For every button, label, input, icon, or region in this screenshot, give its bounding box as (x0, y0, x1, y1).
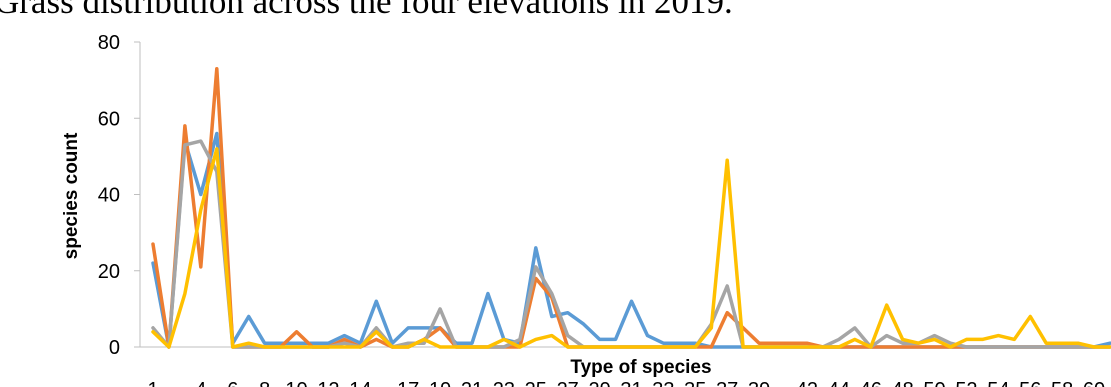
x-tick-label: 14 (349, 379, 371, 387)
y-tick-label: 60 (98, 108, 120, 130)
x-tick-label: 8 (259, 379, 270, 387)
x-axis: 1468101214171921232527293133353739424446… (140, 346, 1111, 387)
x-tick-label: 39 (748, 379, 770, 387)
x-tick-label: 19 (429, 379, 451, 387)
y-tick-label: 80 (98, 32, 120, 54)
y-axis-title: species count (61, 132, 82, 259)
x-tick-label: 42 (796, 379, 818, 387)
x-tick-label: 1 (147, 379, 158, 387)
x-tick-label: 17 (397, 379, 419, 387)
x-tick-label: 6 (227, 379, 238, 387)
x-tick-label: 12 (317, 379, 339, 387)
x-tick-label: 29 (588, 379, 610, 387)
y-tick-label: 20 (98, 261, 120, 283)
x-tick-label: 56 (1019, 379, 1041, 387)
series-line-1 (151, 131, 1111, 349)
x-tick-label: 33 (652, 379, 674, 387)
x-tick-label: 58 (1051, 379, 1073, 387)
x-tick-label: 54 (987, 379, 1009, 387)
x-axis-title: Type of species (570, 357, 711, 378)
x-tick-label: 4 (195, 379, 206, 387)
x-tick-label: 35 (684, 379, 706, 387)
x-tick-label: 48 (892, 379, 914, 387)
x-tick-label: 44 (828, 379, 850, 387)
x-tick-label: 25 (525, 379, 547, 387)
y-tick-label: 0 (109, 337, 120, 359)
x-tick-label: 27 (557, 379, 579, 387)
x-tick-label: 52 (955, 379, 977, 387)
x-tick-label: 31 (620, 379, 642, 387)
chart-title: Grass distribution across the four eleva… (0, 0, 733, 21)
x-tick-label: 60 (1083, 379, 1105, 387)
x-tick-label: 10 (285, 379, 307, 387)
y-tick-label: 40 (98, 185, 120, 207)
y-axis: 0 20 40 60 80 (98, 32, 141, 359)
x-tick-label: 23 (493, 379, 515, 387)
series-lines (151, 66, 1111, 349)
x-tick-label: 50 (923, 379, 945, 387)
series-line-4 (151, 147, 1111, 349)
x-tick-label: 46 (860, 379, 882, 387)
x-tick-label: 21 (461, 379, 483, 387)
x-tick-label: 37 (716, 379, 738, 387)
series-line-3 (151, 139, 1111, 349)
